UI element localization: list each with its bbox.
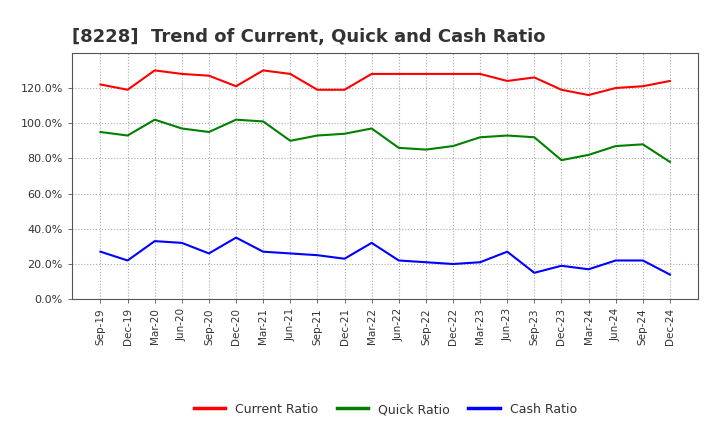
Quick Ratio bbox=[665, 159, 674, 165]
Quick Ratio bbox=[557, 158, 566, 163]
Current Ratio bbox=[530, 75, 539, 80]
Cash Ratio bbox=[178, 240, 186, 246]
Line: Cash Ratio: Cash Ratio bbox=[101, 238, 670, 275]
Current Ratio bbox=[665, 78, 674, 84]
Cash Ratio bbox=[421, 260, 430, 265]
Quick Ratio bbox=[639, 142, 647, 147]
Current Ratio bbox=[286, 71, 294, 77]
Cash Ratio bbox=[611, 258, 620, 263]
Quick Ratio bbox=[530, 135, 539, 140]
Cash Ratio bbox=[449, 261, 457, 267]
Current Ratio bbox=[421, 71, 430, 77]
Cash Ratio bbox=[584, 267, 593, 272]
Quick Ratio bbox=[503, 133, 511, 138]
Quick Ratio bbox=[584, 152, 593, 158]
Line: Quick Ratio: Quick Ratio bbox=[101, 120, 670, 162]
Cash Ratio bbox=[341, 256, 349, 261]
Quick Ratio bbox=[150, 117, 159, 122]
Current Ratio bbox=[204, 73, 213, 78]
Cash Ratio bbox=[96, 249, 105, 254]
Quick Ratio bbox=[395, 145, 403, 150]
Quick Ratio bbox=[367, 126, 376, 131]
Current Ratio bbox=[503, 78, 511, 84]
Current Ratio bbox=[313, 87, 322, 92]
Current Ratio bbox=[557, 87, 566, 92]
Cash Ratio bbox=[476, 260, 485, 265]
Quick Ratio bbox=[96, 129, 105, 135]
Cash Ratio bbox=[503, 249, 511, 254]
Current Ratio bbox=[584, 92, 593, 98]
Quick Ratio bbox=[178, 126, 186, 131]
Cash Ratio bbox=[259, 249, 268, 254]
Line: Current Ratio: Current Ratio bbox=[101, 70, 670, 95]
Current Ratio bbox=[96, 82, 105, 87]
Current Ratio bbox=[449, 71, 457, 77]
Quick Ratio bbox=[476, 135, 485, 140]
Legend: Current Ratio, Quick Ratio, Cash Ratio: Current Ratio, Quick Ratio, Cash Ratio bbox=[189, 398, 582, 421]
Current Ratio bbox=[476, 71, 485, 77]
Text: [8228]  Trend of Current, Quick and Cash Ratio: [8228] Trend of Current, Quick and Cash … bbox=[72, 28, 546, 46]
Quick Ratio bbox=[204, 129, 213, 135]
Quick Ratio bbox=[313, 133, 322, 138]
Current Ratio bbox=[259, 68, 268, 73]
Cash Ratio bbox=[395, 258, 403, 263]
Cash Ratio bbox=[123, 258, 132, 263]
Quick Ratio bbox=[286, 138, 294, 143]
Cash Ratio bbox=[204, 251, 213, 256]
Quick Ratio bbox=[232, 117, 240, 122]
Quick Ratio bbox=[449, 143, 457, 149]
Quick Ratio bbox=[421, 147, 430, 152]
Current Ratio bbox=[341, 87, 349, 92]
Cash Ratio bbox=[530, 270, 539, 275]
Quick Ratio bbox=[611, 143, 620, 149]
Current Ratio bbox=[150, 68, 159, 73]
Current Ratio bbox=[178, 71, 186, 77]
Cash Ratio bbox=[286, 251, 294, 256]
Current Ratio bbox=[367, 71, 376, 77]
Cash Ratio bbox=[665, 272, 674, 277]
Quick Ratio bbox=[123, 133, 132, 138]
Quick Ratio bbox=[341, 131, 349, 136]
Cash Ratio bbox=[150, 238, 159, 244]
Current Ratio bbox=[123, 87, 132, 92]
Cash Ratio bbox=[639, 258, 647, 263]
Cash Ratio bbox=[367, 240, 376, 246]
Cash Ratio bbox=[232, 235, 240, 240]
Current Ratio bbox=[232, 84, 240, 89]
Cash Ratio bbox=[313, 253, 322, 258]
Current Ratio bbox=[611, 85, 620, 91]
Current Ratio bbox=[639, 84, 647, 89]
Current Ratio bbox=[395, 71, 403, 77]
Quick Ratio bbox=[259, 119, 268, 124]
Cash Ratio bbox=[557, 263, 566, 268]
